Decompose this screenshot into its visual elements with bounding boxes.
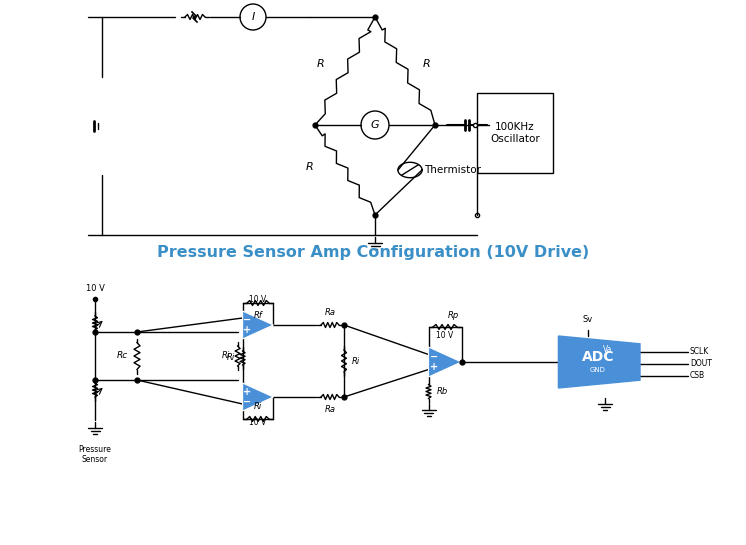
Text: 10 V: 10 V <box>436 330 454 340</box>
Text: 10 V: 10 V <box>86 284 104 293</box>
Text: 10 V: 10 V <box>249 295 266 304</box>
Text: Thermistor: Thermistor <box>424 165 481 175</box>
Text: Oscillator: Oscillator <box>490 134 540 144</box>
Text: GND: GND <box>590 367 606 373</box>
Polygon shape <box>242 383 273 411</box>
Text: G: G <box>371 120 379 130</box>
Text: CSB: CSB <box>690 372 705 380</box>
Text: Rb: Rb <box>436 387 448 396</box>
Text: 100KHz: 100KHz <box>495 122 535 132</box>
Polygon shape <box>559 336 640 388</box>
Text: Sv: Sv <box>583 315 593 324</box>
Text: −: − <box>243 397 251 407</box>
Text: R: R <box>423 59 430 69</box>
Text: Pressure Sensor Amp Configuration (10V Drive): Pressure Sensor Amp Configuration (10V D… <box>157 245 589 261</box>
Polygon shape <box>242 311 273 339</box>
Text: 10 V: 10 V <box>249 419 266 427</box>
Text: R: R <box>317 59 325 69</box>
Text: Rc: Rc <box>117 352 128 360</box>
Text: I: I <box>251 12 254 22</box>
Text: DOUT: DOUT <box>690 360 712 368</box>
Text: Ri: Ri <box>254 402 262 411</box>
Text: Pressure
Sensor: Pressure Sensor <box>78 445 111 464</box>
Text: −: − <box>243 315 251 325</box>
Text: +: + <box>243 325 251 335</box>
Text: Rp: Rp <box>448 311 459 320</box>
Text: Ra: Ra <box>325 405 336 414</box>
Text: Ri: Ri <box>226 354 234 362</box>
Text: Va: Va <box>604 346 612 354</box>
Text: SCLK: SCLK <box>690 348 709 356</box>
Text: Rf: Rf <box>254 311 263 320</box>
Polygon shape <box>428 347 462 377</box>
Text: +: + <box>430 362 438 372</box>
Text: R: R <box>305 162 313 172</box>
FancyBboxPatch shape <box>477 93 553 173</box>
Text: Ra: Ra <box>325 308 336 317</box>
Text: Ri: Ri <box>222 352 230 360</box>
Text: Ri: Ri <box>352 356 360 366</box>
Text: −: − <box>430 352 438 361</box>
Text: +: + <box>243 387 251 397</box>
Text: ADC: ADC <box>582 350 614 364</box>
